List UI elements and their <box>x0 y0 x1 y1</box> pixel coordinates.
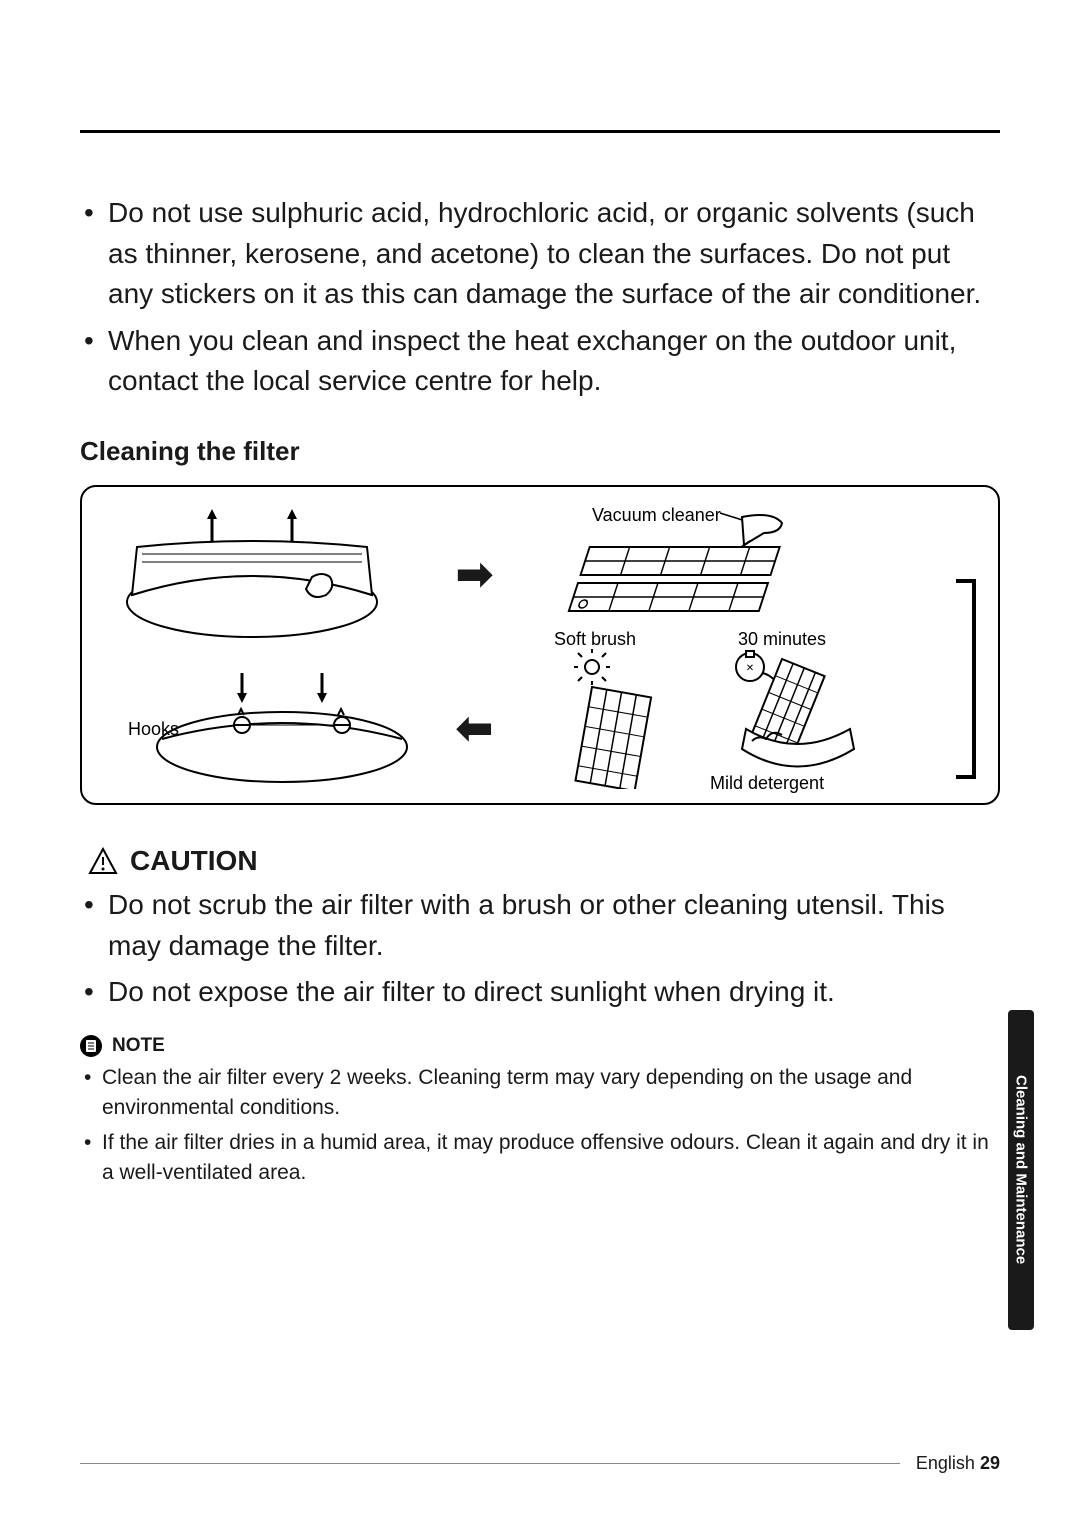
main-bullet-item: When you clean and inspect the heat exch… <box>80 321 1000 402</box>
arrow-right-icon: ➡ <box>456 549 493 600</box>
label-minutes: 30 minutes <box>738 629 826 650</box>
section-divider <box>80 130 1000 133</box>
main-bullet-list: Do not use sulphuric acid, hydrochloric … <box>80 193 1000 402</box>
sub-heading: Cleaning the filter <box>80 436 1000 467</box>
caution-title: CAUTION <box>130 845 258 877</box>
note-doc-icon <box>80 1035 102 1057</box>
note-item: Clean the air filter every 2 weeks. Clea… <box>80 1063 1000 1124</box>
footer-language: English <box>916 1453 975 1473</box>
caution-block: CAUTION Do not scrub the air filter with… <box>80 845 1000 1013</box>
diagram-vacuum <box>542 509 802 624</box>
label-hooks: Hooks <box>128 719 179 740</box>
arrow-left-icon: ⬅ <box>456 703 493 754</box>
caution-list: Do not scrub the air filter with a brush… <box>80 885 1000 1013</box>
footer-rule <box>80 1463 900 1464</box>
figure-box: Hooks ➡ ⬅ Vacuum cleaner <box>80 485 1000 805</box>
side-tab: Cleaning and Maintenance <box>1008 1010 1034 1330</box>
svg-text:✕: ✕ <box>746 663 754 674</box>
diagram-sun-dry <box>542 649 702 789</box>
page-footer: English 29 <box>80 1453 1000 1474</box>
note-item: If the air filter dries in a humid area,… <box>80 1128 1000 1189</box>
caution-triangle-icon <box>88 847 118 875</box>
note-title: NOTE <box>112 1035 165 1057</box>
bracket-icon <box>956 579 976 779</box>
note-block: NOTE Clean the air filter every 2 weeks.… <box>80 1035 1000 1189</box>
side-tab-label: Cleaning and Maintenance <box>1013 1075 1030 1264</box>
note-list: Clean the air filter every 2 weeks. Clea… <box>80 1063 1000 1189</box>
label-soft-brush: Soft brush <box>554 629 636 650</box>
main-bullet-item: Do not use sulphuric acid, hydrochloric … <box>80 193 1000 315</box>
footer-page-number: 29 <box>980 1453 1000 1473</box>
label-mild-detergent: Mild detergent <box>710 773 824 794</box>
caution-item: Do not expose the air filter to direct s… <box>80 972 1000 1013</box>
caution-item: Do not scrub the air filter with a brush… <box>80 885 1000 966</box>
diagram-unit-top <box>122 507 422 647</box>
